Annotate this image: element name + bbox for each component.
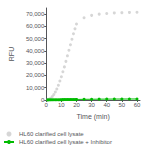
svg-text:0: 0 bbox=[45, 102, 49, 108]
svg-text:60,000: 60,000 bbox=[26, 23, 45, 29]
svg-text:30,000: 30,000 bbox=[26, 60, 45, 66]
svg-text:0: 0 bbox=[40, 97, 45, 103]
svg-text:RFU: RFU bbox=[8, 47, 15, 61]
svg-text:30: 30 bbox=[88, 102, 95, 108]
svg-text:60: 60 bbox=[134, 102, 141, 108]
svg-text:50,000: 50,000 bbox=[26, 36, 45, 42]
svg-text:40,000: 40,000 bbox=[26, 48, 45, 54]
svg-text:50: 50 bbox=[119, 102, 126, 108]
svg-text:HL60 clarified cell lysate + I: HL60 clarified cell lysate + Inhibitor bbox=[19, 139, 112, 145]
svg-text:10,000: 10,000 bbox=[26, 85, 45, 91]
svg-text:10: 10 bbox=[58, 102, 65, 108]
svg-text:20,000: 20,000 bbox=[26, 72, 45, 78]
svg-text:Time (min): Time (min) bbox=[77, 113, 110, 121]
svg-text:40: 40 bbox=[103, 102, 110, 108]
svg-text:20: 20 bbox=[73, 102, 80, 108]
svg-text:70,000: 70,000 bbox=[26, 11, 45, 17]
svg-text:HL60 clarified cell lysate: HL60 clarified cell lysate bbox=[19, 131, 84, 137]
